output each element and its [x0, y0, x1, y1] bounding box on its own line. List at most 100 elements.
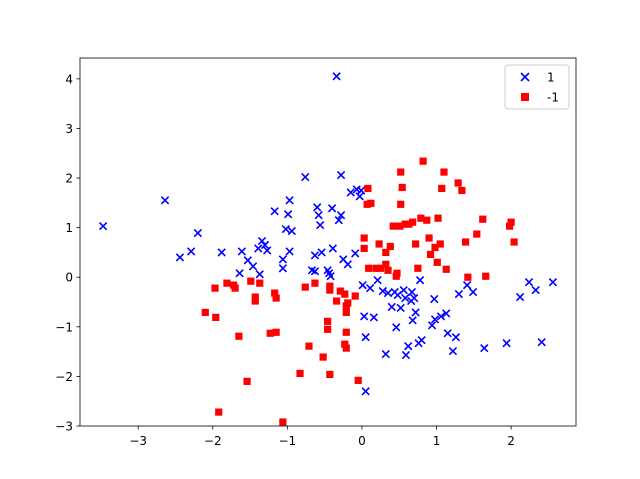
point	[480, 343, 489, 353]
point	[399, 285, 408, 295]
point	[344, 299, 352, 307]
point	[408, 316, 417, 325]
point	[415, 276, 425, 285]
point	[376, 264, 385, 272]
point	[342, 344, 350, 352]
y-tick-label: −3	[55, 420, 73, 434]
point	[425, 234, 433, 242]
point	[506, 222, 514, 230]
point	[324, 317, 332, 325]
y-tick-label: 2	[65, 172, 73, 186]
point	[237, 247, 247, 256]
point	[417, 336, 426, 345]
point	[537, 338, 546, 347]
point	[279, 418, 287, 426]
point	[393, 269, 401, 277]
point	[397, 200, 405, 208]
x-tick-label: −1	[278, 434, 296, 448]
point	[270, 207, 279, 216]
point	[414, 264, 422, 272]
point	[260, 240, 270, 250]
x-tick-label: −2	[204, 434, 222, 448]
point	[328, 244, 338, 253]
point	[251, 293, 259, 301]
point	[361, 333, 370, 342]
point	[311, 279, 319, 287]
point	[397, 168, 405, 176]
point	[326, 272, 335, 281]
point	[160, 196, 170, 205]
x-tick-label: 1	[433, 434, 441, 448]
point	[427, 321, 437, 330]
point	[396, 222, 404, 230]
legend-marker	[521, 93, 529, 101]
point	[301, 283, 309, 291]
point	[401, 350, 411, 360]
point	[412, 240, 420, 248]
point	[326, 286, 334, 294]
point	[369, 313, 379, 322]
point	[423, 216, 431, 224]
point	[431, 243, 439, 252]
y-tick-label: −1	[55, 320, 73, 334]
point	[336, 170, 346, 180]
point	[365, 264, 373, 272]
point	[278, 264, 288, 273]
point	[351, 292, 359, 300]
point	[443, 329, 452, 338]
x-tick-label: 0	[358, 434, 366, 448]
point	[401, 220, 409, 228]
point	[507, 218, 515, 226]
point	[365, 283, 375, 293]
point	[383, 288, 393, 298]
point	[510, 238, 518, 246]
plot-frame	[79, 57, 577, 427]
point	[438, 184, 446, 193]
point	[502, 339, 511, 348]
point	[296, 369, 304, 378]
point	[346, 188, 355, 197]
point	[326, 282, 334, 290]
point	[357, 186, 366, 195]
point	[524, 278, 534, 287]
point	[436, 240, 444, 248]
point	[358, 280, 367, 290]
point	[272, 328, 280, 336]
point	[98, 221, 108, 231]
point	[256, 279, 264, 287]
point	[430, 294, 439, 304]
point	[387, 302, 396, 312]
point	[285, 196, 294, 205]
point	[462, 280, 472, 290]
point	[468, 287, 478, 297]
point	[334, 216, 343, 225]
point	[314, 211, 323, 220]
point	[398, 183, 406, 192]
point	[454, 289, 464, 299]
point	[372, 264, 380, 272]
point	[405, 220, 413, 228]
point	[392, 323, 401, 332]
point	[243, 377, 251, 385]
point	[440, 168, 448, 176]
point	[473, 230, 481, 238]
legend-marker	[520, 72, 530, 82]
x-tick-label: −3	[129, 434, 147, 448]
point	[360, 312, 369, 321]
y-tick-label: 3	[65, 122, 73, 136]
point	[251, 297, 259, 305]
point	[313, 203, 322, 212]
point	[310, 251, 320, 260]
point	[278, 255, 288, 264]
point	[327, 204, 337, 213]
point	[442, 265, 450, 273]
point	[355, 192, 364, 201]
point	[247, 277, 255, 285]
point	[378, 286, 387, 296]
point	[326, 370, 334, 379]
point	[319, 353, 327, 361]
point	[285, 247, 294, 256]
point	[336, 287, 344, 295]
point	[324, 325, 332, 333]
point	[373, 276, 382, 285]
